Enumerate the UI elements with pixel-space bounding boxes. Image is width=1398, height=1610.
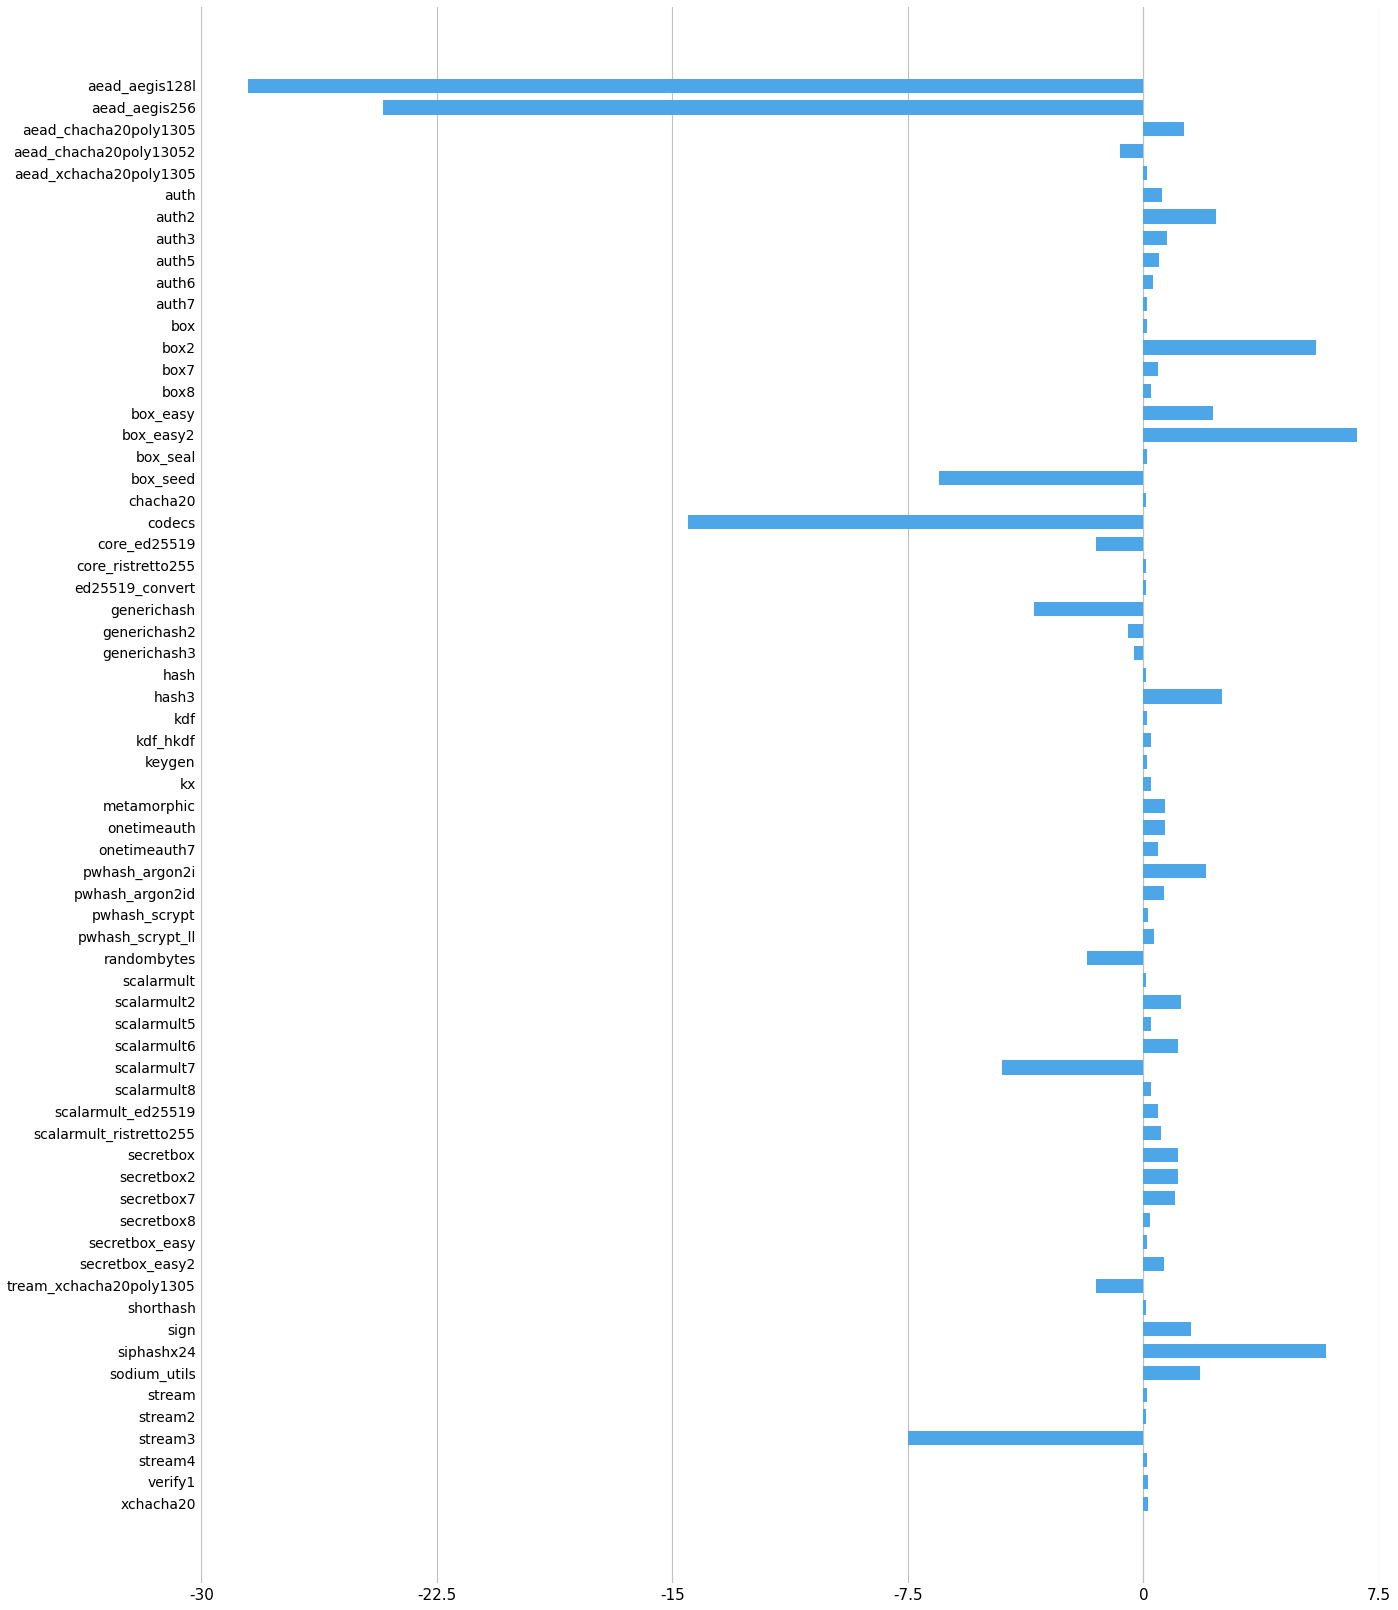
Bar [1144, 1148, 1179, 1162]
Bar [1144, 406, 1212, 420]
Bar [1144, 1038, 1179, 1053]
Bar [1144, 559, 1146, 573]
Bar [1144, 908, 1148, 923]
Bar [1144, 275, 1153, 290]
Bar [1144, 580, 1146, 594]
Bar [1144, 842, 1158, 857]
Bar [1144, 449, 1148, 464]
Bar [1144, 122, 1184, 137]
Bar [1134, 646, 1144, 660]
Bar [1144, 232, 1167, 245]
Bar [939, 472, 1144, 486]
Bar [1144, 493, 1146, 507]
Bar [1144, 1497, 1148, 1510]
Bar [1144, 1257, 1165, 1270]
Bar [1144, 1125, 1160, 1140]
Bar [1144, 1388, 1148, 1402]
Bar [1144, 668, 1146, 681]
Bar [1096, 536, 1144, 551]
Bar [1144, 1454, 1148, 1467]
Bar [1144, 1301, 1146, 1314]
Bar [1144, 340, 1316, 354]
Bar [1002, 1061, 1144, 1074]
Bar [1144, 886, 1165, 900]
Bar [1144, 821, 1166, 834]
Bar [1144, 712, 1148, 726]
Bar [1144, 253, 1159, 267]
Bar [907, 1431, 1144, 1446]
Bar [1144, 1018, 1152, 1030]
Bar [1144, 188, 1162, 201]
Bar [1120, 143, 1144, 158]
Bar [1033, 602, 1144, 617]
Bar [383, 100, 1144, 114]
Bar [1144, 1365, 1199, 1380]
Bar [1144, 428, 1357, 441]
Bar [1128, 625, 1144, 638]
Bar [1144, 1235, 1148, 1249]
Bar [1086, 952, 1144, 966]
Bar [1144, 362, 1158, 377]
Bar [249, 79, 1144, 93]
Bar [1144, 972, 1146, 987]
Bar [1144, 1191, 1174, 1206]
Bar [1144, 296, 1146, 311]
Bar [1144, 319, 1148, 333]
Bar [1144, 755, 1146, 770]
Bar [1144, 1322, 1191, 1336]
Bar [688, 515, 1144, 530]
Bar [1144, 799, 1166, 813]
Bar [1144, 1475, 1148, 1489]
Bar [1144, 1344, 1325, 1359]
Bar [1144, 1409, 1146, 1423]
Bar [1144, 209, 1216, 224]
Bar [1144, 776, 1152, 791]
Bar [1144, 929, 1155, 943]
Bar [1144, 1104, 1158, 1119]
Bar [1144, 1082, 1152, 1096]
Bar [1144, 385, 1152, 398]
Bar [1096, 1278, 1144, 1293]
Bar [1144, 689, 1222, 704]
Bar [1144, 733, 1152, 747]
Bar [1144, 1169, 1179, 1183]
Bar [1144, 166, 1148, 180]
Bar [1144, 865, 1206, 877]
Bar [1144, 1212, 1149, 1227]
Bar [1144, 995, 1181, 1009]
